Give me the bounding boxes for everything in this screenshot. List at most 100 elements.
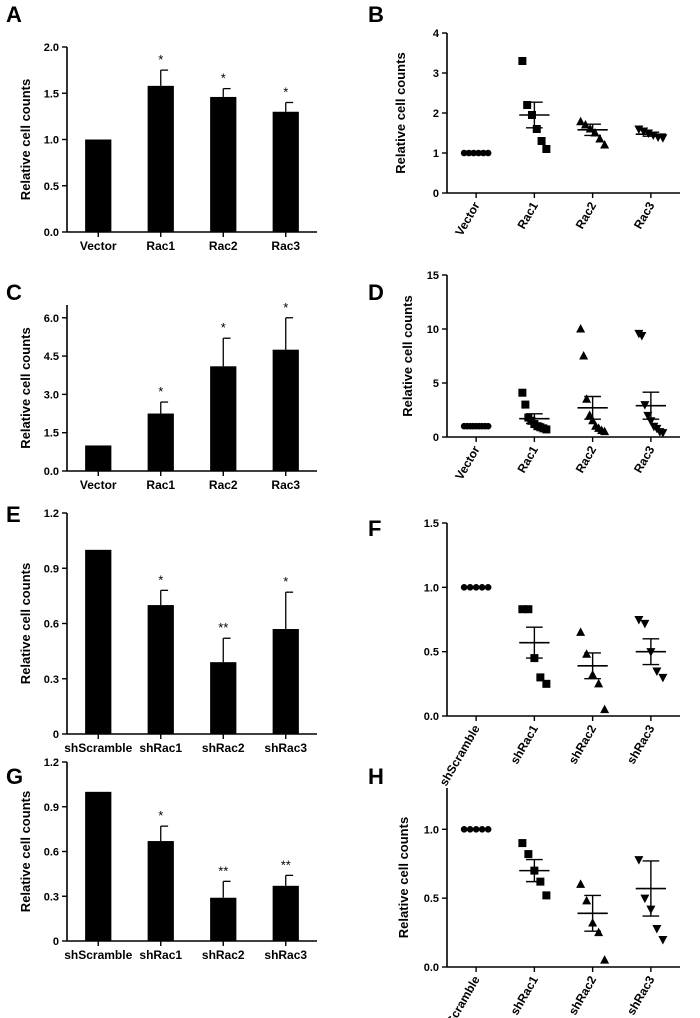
x-tick-label: shRac2 [566,973,600,1017]
y-axis-title: Relative cell counts [18,79,33,200]
x-tick-label: shRac1 [507,722,541,766]
panel-b: B 0 1 2 3 4 Relative cell counts Vector Rac1 Rac2… [368,2,680,238]
significance-mark: * [283,300,288,315]
panel-f: F 0.0 0.5 1.0 1.5 shScramble shRac1 shRac2 shRac… [368,516,680,788]
x-tick-label: shScramble [437,973,483,1018]
data-point [576,324,586,333]
x-tick-label: Rac3 [631,443,658,475]
x-tick-label: Vector [80,478,117,492]
bar [210,897,237,941]
x-tick-label: shScramble [437,722,483,788]
data-point [600,140,610,149]
y-tick-label: 1.2 [44,508,59,520]
y-axis-title: Relative cell counts [18,327,33,448]
y-tick-label: 2 [433,108,439,120]
x-tick-label: Rac1 [515,443,542,475]
x-tick-label: shRac1 [507,973,541,1017]
data-point [588,415,598,425]
y-tick-label: 0.0 [424,711,439,723]
y-tick-label: 0.6 [44,847,59,859]
x-tick-label: shScramble [64,948,132,962]
panel-c: C 0.0 1.5 3.0 4.5 6.0 Relative cell counts Vect… [6,280,317,492]
y-tick-label: 0.5 [424,893,439,905]
x-tick-label: Rac1 [515,199,542,231]
data-point [600,704,610,714]
bar [272,111,299,232]
data-point [542,145,551,153]
data-point [637,331,647,341]
y-tick-label: 0 [433,432,439,444]
data-point [518,605,527,614]
significance-mark: ** [281,857,291,872]
bar [85,445,112,471]
significance-mark: ** [218,863,228,878]
data-point [640,619,650,629]
x-tick-label: shRac2 [202,948,245,962]
y-tick-label: 5 [433,378,439,390]
significance-mark: * [158,384,163,399]
y-tick-label: 0.9 [44,563,59,575]
y-tick-label: 0.3 [44,891,59,903]
data-point [524,850,533,859]
significance-mark: * [283,574,288,589]
y-tick-label: 1.2 [44,757,59,769]
data-point [576,627,586,636]
x-tick-label: Rac2 [209,478,238,492]
x-tick-label: Rac2 [573,199,600,231]
bar [210,366,237,471]
panel-letter: H [368,764,384,789]
y-tick-label: 10 [427,324,439,336]
y-tick-label: 2.0 [44,42,59,54]
data-point [594,678,604,688]
data-point [524,605,533,614]
panel-letter: B [368,2,384,27]
data-point [576,116,586,126]
data-point [585,410,595,419]
x-tick-label: Vector [452,443,483,482]
bar [85,549,112,734]
panel-letter: F [368,516,381,541]
y-tick-label: 0.9 [44,802,59,814]
data-point [582,394,592,403]
data-point [582,895,592,905]
x-tick-label: shRac2 [202,741,245,755]
data-point [658,429,668,438]
significance-mark: * [158,572,163,587]
y-axis-title: Relative cell counts [396,817,411,938]
y-tick-label: 4.5 [44,351,59,363]
bar [85,139,112,232]
data-point [518,388,527,397]
x-tick-label: shRac1 [139,948,182,962]
y-tick-label: 1.0 [44,135,59,147]
data-point [634,616,644,625]
bar [210,662,237,734]
data-point [542,891,551,900]
y-tick-label: 0.0 [44,227,59,239]
significance-mark: * [283,85,288,100]
x-tick-label: Vector [80,239,117,253]
data-point [576,879,586,888]
y-axis-title: Relative cell counts [400,295,415,416]
y-tick-label: 1.0 [424,582,439,594]
y-axis-title: Relative cell counts [18,563,33,684]
bar [210,96,237,232]
data-point [634,856,644,865]
y-tick-label: 1.5 [44,428,59,440]
x-tick-label: shRac2 [566,722,600,766]
panel-h: H 0.0 0.5 1.0 Relative cell counts shScramble… [368,764,680,1018]
y-axis-title: Relative cell counts [18,791,33,912]
significance-mark: * [158,52,163,67]
data-point [523,101,532,109]
y-tick-label: 4 [433,28,440,40]
data-point [640,894,650,904]
data-point [652,924,662,934]
y-tick-label: 0 [53,729,59,741]
y-tick-label: 0 [433,188,439,200]
data-point [658,935,668,945]
x-tick-label: Rac3 [631,199,658,231]
panel-letter: A [6,2,22,27]
x-tick-label: Rac1 [146,478,175,492]
bar [272,349,299,471]
x-tick-label: Rac1 [146,239,175,253]
